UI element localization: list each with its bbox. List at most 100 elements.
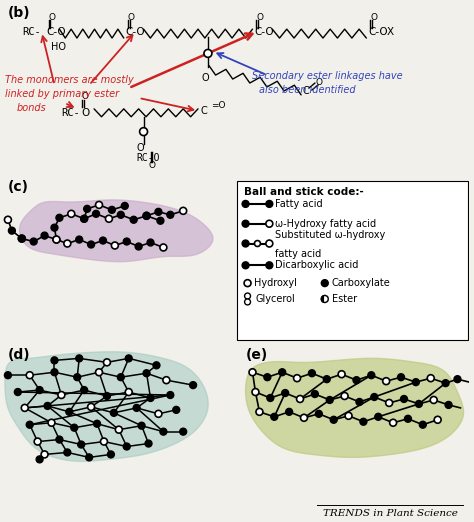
Circle shape bbox=[271, 413, 278, 420]
Circle shape bbox=[44, 402, 51, 409]
Circle shape bbox=[360, 418, 367, 425]
Circle shape bbox=[323, 376, 330, 383]
Circle shape bbox=[108, 451, 114, 458]
Circle shape bbox=[434, 417, 441, 423]
Circle shape bbox=[266, 262, 273, 269]
Circle shape bbox=[93, 420, 100, 427]
Text: C: C bbox=[302, 86, 309, 96]
Circle shape bbox=[371, 394, 378, 400]
Circle shape bbox=[311, 390, 319, 397]
Circle shape bbox=[86, 454, 92, 461]
Circle shape bbox=[338, 371, 345, 378]
Text: RC-: RC- bbox=[62, 108, 80, 118]
Circle shape bbox=[51, 357, 58, 364]
Text: Secondary ester linkages have: Secondary ester linkages have bbox=[253, 71, 403, 81]
Circle shape bbox=[105, 215, 112, 222]
Circle shape bbox=[14, 388, 21, 396]
Text: (e): (e) bbox=[246, 349, 268, 362]
Circle shape bbox=[330, 417, 337, 423]
Circle shape bbox=[76, 236, 82, 243]
Circle shape bbox=[143, 212, 150, 219]
Circle shape bbox=[204, 50, 212, 57]
Circle shape bbox=[315, 410, 322, 417]
Circle shape bbox=[78, 441, 85, 448]
Circle shape bbox=[242, 240, 249, 247]
Text: O: O bbox=[81, 92, 88, 101]
Text: RC-O: RC-O bbox=[137, 153, 160, 163]
Text: C-O: C-O bbox=[46, 27, 66, 37]
Circle shape bbox=[412, 378, 419, 386]
Text: fatty acid: fatty acid bbox=[275, 250, 321, 259]
Circle shape bbox=[109, 206, 115, 213]
Circle shape bbox=[415, 400, 422, 407]
Circle shape bbox=[356, 398, 363, 406]
Circle shape bbox=[100, 438, 108, 445]
Circle shape bbox=[282, 389, 289, 397]
Circle shape bbox=[26, 421, 33, 428]
Circle shape bbox=[427, 375, 434, 382]
Text: C-OX: C-OX bbox=[368, 27, 394, 37]
Circle shape bbox=[163, 377, 170, 384]
Circle shape bbox=[160, 244, 167, 251]
Circle shape bbox=[68, 210, 75, 217]
Circle shape bbox=[51, 224, 58, 231]
Circle shape bbox=[245, 293, 251, 299]
Circle shape bbox=[4, 216, 11, 223]
Circle shape bbox=[293, 375, 301, 382]
Circle shape bbox=[123, 443, 130, 450]
Circle shape bbox=[138, 422, 145, 429]
Text: Dicarboxylic acid: Dicarboxylic acid bbox=[275, 260, 359, 270]
Text: Fatty acid: Fatty acid bbox=[275, 199, 323, 209]
Text: O: O bbox=[81, 108, 90, 118]
Circle shape bbox=[118, 374, 124, 381]
Circle shape bbox=[58, 392, 65, 398]
Circle shape bbox=[18, 235, 25, 242]
Circle shape bbox=[41, 451, 48, 458]
Circle shape bbox=[153, 362, 160, 369]
Text: O: O bbox=[48, 13, 55, 22]
Circle shape bbox=[255, 241, 260, 246]
Circle shape bbox=[404, 416, 411, 422]
Text: linked by primary ester: linked by primary ester bbox=[5, 89, 119, 99]
Circle shape bbox=[301, 414, 308, 421]
Circle shape bbox=[81, 215, 88, 222]
Circle shape bbox=[167, 211, 174, 218]
Circle shape bbox=[4, 372, 11, 378]
Circle shape bbox=[130, 216, 137, 223]
Circle shape bbox=[297, 396, 303, 402]
Text: Ball and stick code:-: Ball and stick code:- bbox=[244, 187, 364, 197]
Circle shape bbox=[56, 215, 63, 221]
Circle shape bbox=[390, 419, 397, 426]
Text: The monomers are mostly: The monomers are mostly bbox=[5, 75, 134, 85]
Circle shape bbox=[21, 405, 28, 411]
Circle shape bbox=[103, 359, 110, 366]
Text: O: O bbox=[148, 161, 155, 170]
Polygon shape bbox=[19, 200, 213, 262]
Circle shape bbox=[135, 243, 142, 250]
Circle shape bbox=[74, 374, 81, 381]
Text: O: O bbox=[370, 13, 377, 22]
Circle shape bbox=[249, 369, 256, 376]
Text: Glycerol: Glycerol bbox=[255, 294, 295, 304]
Circle shape bbox=[111, 242, 118, 249]
Circle shape bbox=[140, 128, 147, 136]
Circle shape bbox=[256, 408, 263, 416]
Circle shape bbox=[53, 236, 60, 243]
Polygon shape bbox=[325, 295, 328, 302]
Circle shape bbox=[81, 215, 88, 222]
Circle shape bbox=[160, 428, 167, 435]
Circle shape bbox=[266, 240, 273, 247]
Circle shape bbox=[442, 379, 449, 387]
FancyBboxPatch shape bbox=[237, 181, 468, 340]
Text: (b): (b) bbox=[8, 6, 30, 20]
Circle shape bbox=[36, 456, 43, 463]
Text: (d): (d) bbox=[8, 349, 30, 362]
Polygon shape bbox=[5, 352, 208, 461]
Circle shape bbox=[266, 220, 273, 227]
Circle shape bbox=[155, 410, 162, 417]
Text: C-O: C-O bbox=[126, 27, 146, 37]
Text: Ester: Ester bbox=[332, 294, 357, 304]
Circle shape bbox=[266, 200, 273, 207]
Text: O: O bbox=[137, 144, 144, 153]
Circle shape bbox=[345, 412, 352, 419]
